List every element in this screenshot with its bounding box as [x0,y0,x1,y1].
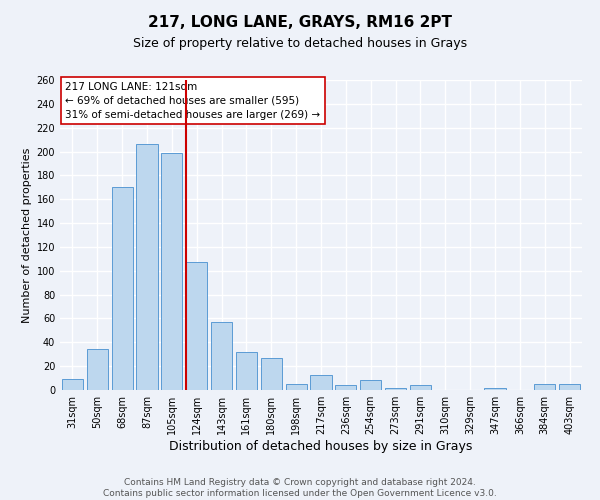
Bar [62,380,83,390]
Bar [559,384,580,390]
Y-axis label: Number of detached properties: Number of detached properties [22,148,32,322]
Bar [186,262,207,390]
Text: Size of property relative to detached houses in Grays: Size of property relative to detached ho… [133,38,467,51]
Bar [211,322,232,390]
Bar [360,380,381,390]
X-axis label: Distribution of detached houses by size in Grays: Distribution of detached houses by size … [169,440,473,453]
Bar [286,384,307,390]
Text: 217 LONG LANE: 121sqm
← 69% of detached houses are smaller (595)
31% of semi-det: 217 LONG LANE: 121sqm ← 69% of detached … [65,82,320,120]
Bar [161,152,182,390]
Bar [310,374,332,390]
Bar [335,385,356,390]
Bar [261,358,282,390]
Text: Contains HM Land Registry data © Crown copyright and database right 2024.
Contai: Contains HM Land Registry data © Crown c… [103,478,497,498]
Bar [484,388,506,390]
Bar [87,350,108,390]
Bar [385,388,406,390]
Bar [236,352,257,390]
Bar [112,188,133,390]
Bar [136,144,158,390]
Bar [534,384,555,390]
Text: 217, LONG LANE, GRAYS, RM16 2PT: 217, LONG LANE, GRAYS, RM16 2PT [148,15,452,30]
Bar [410,385,431,390]
